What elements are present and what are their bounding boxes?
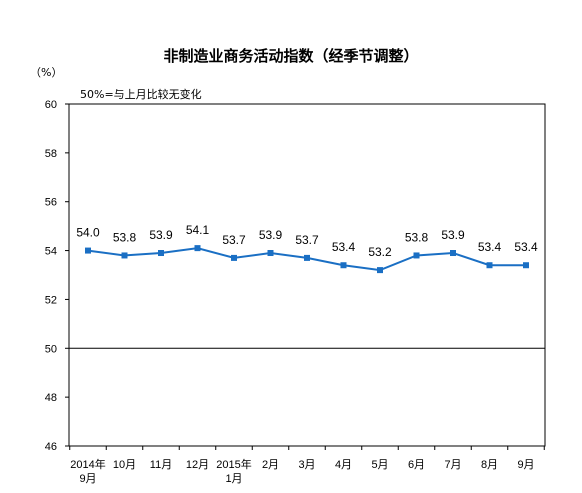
data-label: 54.1 xyxy=(186,223,210,237)
y-tick-label: 54 xyxy=(45,246,57,258)
y-tick-label: 50 xyxy=(45,343,57,355)
y-tick-label: 60 xyxy=(45,99,57,111)
x-tick-label: 1月 xyxy=(225,473,242,485)
unit-label: （%） xyxy=(30,66,62,79)
data-label: 53.2 xyxy=(368,245,392,259)
data-label: 54.0 xyxy=(76,226,100,240)
data-point-marker xyxy=(340,262,347,269)
data-label: 53.4 xyxy=(514,240,538,254)
x-tick-label: 9月 xyxy=(79,473,96,485)
x-tick-label: 2月 xyxy=(262,459,279,471)
x-tick-label: 9月 xyxy=(517,459,534,471)
plot-area xyxy=(68,103,546,447)
data-label: 53.8 xyxy=(405,230,429,244)
x-tick-label: 7月 xyxy=(444,459,461,471)
data-point-marker xyxy=(231,254,237,261)
x-tick-label: 2014年 xyxy=(70,457,105,471)
x-tick-label: 3月 xyxy=(298,459,315,471)
y-axis: 46 48 50 52 54 56 58 60 xyxy=(45,99,69,453)
data-label: 53.9 xyxy=(259,228,283,242)
data-point-marker xyxy=(194,245,201,252)
chart-title: 非制造业商务活动指数（经季节调整） xyxy=(163,47,418,65)
data-label: 53.8 xyxy=(113,230,137,244)
y-tick-label: 48 xyxy=(45,392,57,404)
x-tick-label: 10月 xyxy=(113,459,136,471)
x-tick-label: 8月 xyxy=(481,459,498,471)
data-point-marker xyxy=(121,252,128,259)
data-point-marker xyxy=(413,252,420,259)
x-tick-label: 12月 xyxy=(186,459,209,471)
data-point-marker xyxy=(304,254,310,261)
x-tick-label: 2015年 xyxy=(216,457,251,471)
y-tick-label: 58 xyxy=(45,148,57,160)
data-point-marker xyxy=(158,250,164,257)
data-label: 53.9 xyxy=(149,228,173,242)
y-tick-label: 46 xyxy=(45,441,57,453)
x-tick-label: 11月 xyxy=(150,459,172,471)
reference-note: 50%=与上月比较无变化 xyxy=(80,87,202,101)
data-label: 53.7 xyxy=(222,233,246,247)
series-layer: 54.0 53.8 53.9 54.1 53.7 53.9 53.7 53.4 53.2 53.8… xyxy=(76,223,538,274)
data-point-marker xyxy=(267,250,274,257)
data-point-marker xyxy=(486,262,493,269)
y-tick-label: 52 xyxy=(45,294,57,306)
data-label: 53.7 xyxy=(295,233,319,247)
x-tick-label: 5月 xyxy=(371,459,388,471)
data-label: 53.4 xyxy=(332,240,356,254)
data-point-marker xyxy=(450,250,456,257)
data-label: 53.4 xyxy=(478,240,502,254)
data-label: 53.9 xyxy=(441,228,465,242)
data-point-marker xyxy=(523,262,529,269)
data-point-marker xyxy=(85,247,91,254)
x-tick-label: 6月 xyxy=(408,459,425,471)
y-tick-label: 56 xyxy=(45,197,57,209)
data-point-marker xyxy=(377,267,383,274)
x-axis: 2014年 9月 10月 11月 12月 2015年 1月 2月 3月 4月 5月 6月 7月 8月 9月 xyxy=(69,446,545,485)
x-tick-label: 4月 xyxy=(335,459,352,471)
